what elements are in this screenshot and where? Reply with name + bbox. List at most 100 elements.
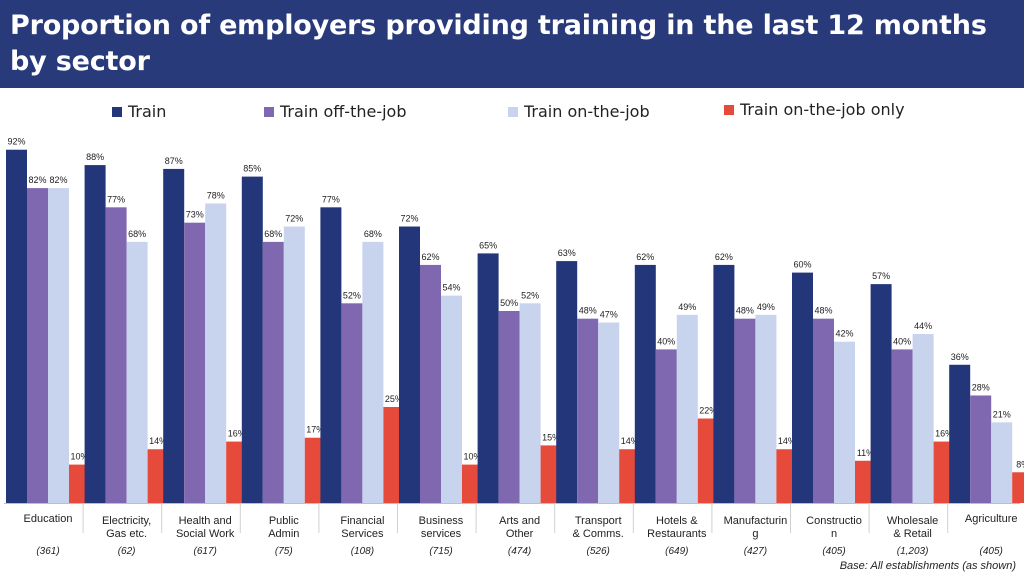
data-label-train-off-the-job: 40% xyxy=(893,336,911,346)
data-label-train-off-the-job: 52% xyxy=(343,290,361,300)
legend-swatch-train-off-the-job xyxy=(264,106,274,117)
bar-train-on-the-job xyxy=(283,226,305,503)
data-label-train-on-the-job-only: 10% xyxy=(463,452,481,462)
legend-item-train-on-the-job: Train on-the-job xyxy=(508,102,650,121)
category-label: Health and xyxy=(179,515,232,527)
base-count-label: (1,203) xyxy=(897,546,929,557)
data-label-train-off-the-job: 40% xyxy=(657,336,675,346)
bar-train-on-the-job xyxy=(834,341,855,503)
base-count-label: (361) xyxy=(36,546,59,557)
legend: Train Train off-the-job Train on-the-job… xyxy=(0,100,1024,126)
category-label: Agriculture xyxy=(965,513,1018,525)
base-count-label: (62) xyxy=(118,546,136,557)
base-count-label: (75) xyxy=(275,546,293,557)
bar-train-on-the-job xyxy=(991,422,1013,503)
category-label: Constructio xyxy=(806,515,862,527)
bar-train-on-the-job xyxy=(912,334,934,503)
bar-train xyxy=(870,284,892,503)
category-label: Other xyxy=(506,528,534,540)
category-label: & Retail xyxy=(893,528,932,540)
data-label-train-off-the-job: 48% xyxy=(736,306,754,316)
chart-title: Proportion of employers providing traini… xyxy=(10,10,987,77)
bar-group-hotels-restaurants: 62% 40% 49% 22% xyxy=(634,252,719,503)
data-label-train-on-the-job: 78% xyxy=(207,190,225,200)
bar-train-off-the-job xyxy=(184,222,206,503)
base-footnote: Base: All establishments (as shown) xyxy=(839,560,1016,572)
data-label-train-on-the-job-only: 11% xyxy=(857,448,874,458)
bar-train xyxy=(713,264,735,503)
data-label-train: 87% xyxy=(165,156,183,166)
bar-group-business-services: 72% 62% 54% 10% xyxy=(399,214,483,503)
bar-group-wholesale-retail: 57% 40%44% 16% xyxy=(870,271,955,503)
bar-train-on-the-job xyxy=(48,188,69,503)
category-label: Education xyxy=(24,513,73,525)
data-label-train: 62% xyxy=(636,252,654,262)
bar-train-off-the-job xyxy=(813,318,834,503)
data-label-train-off-the-job: 48% xyxy=(579,306,597,316)
bar-train-off-the-job xyxy=(420,264,441,503)
base-count-label: (405) xyxy=(980,546,1003,557)
bar-train xyxy=(163,168,185,504)
data-label-train: 72% xyxy=(400,214,418,224)
data-label-train: 62% xyxy=(715,252,733,262)
category-label: Gas etc. xyxy=(106,528,147,540)
data-label-train: 63% xyxy=(558,248,576,258)
bar-train xyxy=(949,364,971,503)
data-label-train-on-the-job-only: 16% xyxy=(228,429,246,439)
bar-train-off-the-job xyxy=(341,303,363,503)
data-label-train-on-the-job-only: 17% xyxy=(306,425,324,435)
data-label-train-on-the-job-only: 14% xyxy=(621,436,639,446)
bar-group-electricity-gas-etc: 88% 77% 68% 14% xyxy=(84,152,169,503)
data-label-train-on-the-job: 42% xyxy=(835,329,853,339)
data-label-train: 77% xyxy=(322,194,340,204)
data-label-train-on-the-job-only: 14% xyxy=(778,436,796,446)
bar-group-financial-services: 77% 52% 68% 25% xyxy=(320,194,405,503)
bar-group-education: 92% 82% 82% 10% xyxy=(6,137,90,503)
category-label: Wholesale xyxy=(887,515,938,527)
data-label-train-off-the-job: 48% xyxy=(814,306,832,316)
data-label-train-on-the-job: 44% xyxy=(914,321,932,331)
category-label: Hotels & xyxy=(656,515,698,527)
legend-label-train-on-the-job-only: Train on-the-job only xyxy=(740,100,905,119)
bar-group-transport-comms: 63% 48% 47% 14% xyxy=(556,248,641,503)
bar-train-off-the-job xyxy=(577,318,599,503)
data-label-train: 85% xyxy=(243,164,261,174)
data-label-train-on-the-job-only: 22% xyxy=(699,406,717,416)
legend-item-train: Train xyxy=(112,102,166,121)
data-label-train-on-the-job-only: 10% xyxy=(70,452,88,462)
bar-train-on-the-job xyxy=(126,241,148,503)
bar-chart: 92% 82% 82% 10% Education (361) 88% 77% 68% 14% El… xyxy=(4,137,1024,557)
data-label-train: 57% xyxy=(872,271,890,281)
bar-train xyxy=(477,253,499,503)
data-label-train-on-the-job: 47% xyxy=(600,310,618,320)
bar-train-on-the-job xyxy=(519,303,541,503)
legend-item-train-off-the-job: Train off-the-job xyxy=(264,102,406,121)
category-label: Social Work xyxy=(176,528,235,540)
category-label: & Comms. xyxy=(573,528,624,540)
bar-train-on-the-job-only xyxy=(1012,472,1024,503)
legend-label-train-off-the-job: Train off-the-job xyxy=(280,102,407,121)
bar-train-off-the-job xyxy=(655,349,677,503)
data-label-train: 92% xyxy=(7,137,25,147)
bar-group-arts-and-other: 65% 50%52% 15% xyxy=(477,240,562,503)
bar-train xyxy=(241,176,263,503)
data-label-train: 88% xyxy=(86,152,104,162)
data-label-train: 36% xyxy=(951,352,969,362)
base-count-label: (427) xyxy=(744,546,767,557)
data-label-train-on-the-job-only: 14% xyxy=(149,436,167,446)
category-label: Transport xyxy=(575,515,622,527)
title-banner: Proportion of employers providing traini… xyxy=(0,0,1024,88)
category-label: n xyxy=(831,528,837,540)
data-label-train-on-the-job: 49% xyxy=(678,302,696,312)
data-label-train-on-the-job-only: 15% xyxy=(542,432,560,442)
data-label-train-on-the-job: 49% xyxy=(757,302,775,312)
data-label-train-off-the-job: 50% xyxy=(500,298,518,308)
bar-train xyxy=(84,165,106,503)
bar-group-health-and-social-work: 87% 73%78% 16% xyxy=(163,156,248,504)
bar-train-on-the-job xyxy=(362,241,384,503)
category-label: Business xyxy=(419,515,464,527)
data-label-train-off-the-job: 28% xyxy=(972,382,990,392)
bar-group-agriculture: 36% 28% 21% 8% xyxy=(949,352,1024,503)
data-label-train-on-the-job: 68% xyxy=(128,229,146,239)
base-count-label: (526) xyxy=(587,546,610,557)
